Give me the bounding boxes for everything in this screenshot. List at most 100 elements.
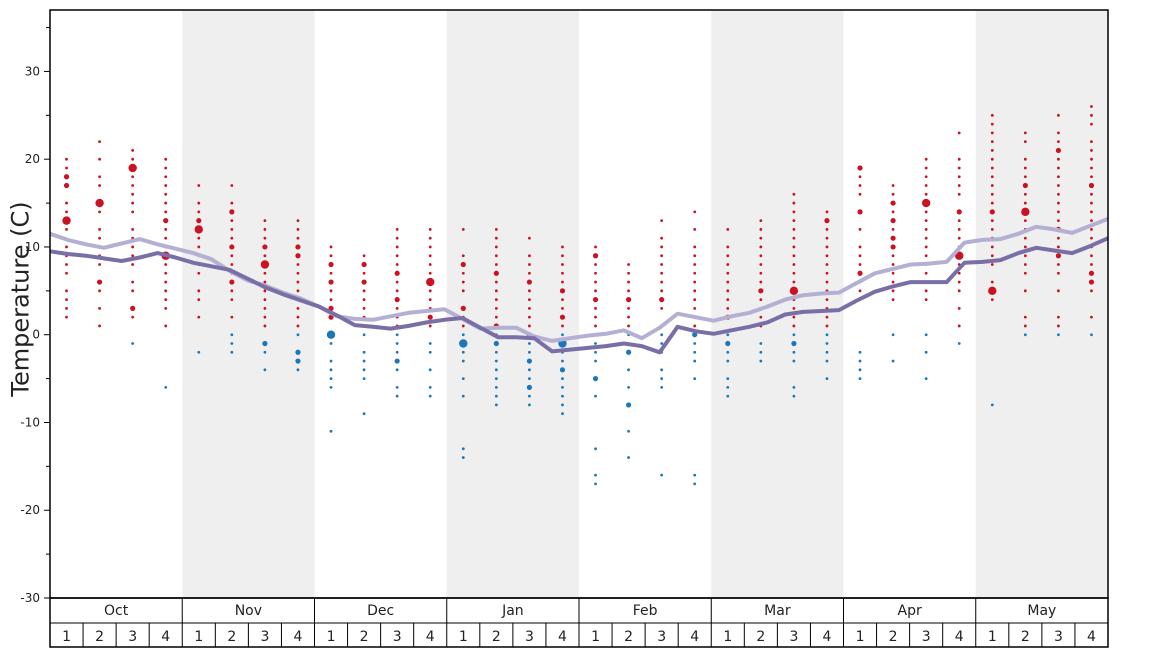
- temperature-point: [924, 236, 928, 240]
- temperature-point: [1090, 166, 1093, 170]
- temperature-point: [65, 298, 68, 302]
- week-label: 3: [922, 629, 931, 645]
- temperature-point: [131, 289, 135, 293]
- temperature-point: [561, 245, 564, 249]
- temperature-point: [1090, 254, 1093, 258]
- temperature-point: [1057, 201, 1060, 205]
- month-label: Oct: [104, 603, 129, 619]
- y-tick-label: -10: [20, 415, 40, 429]
- temperature-point: [296, 368, 300, 372]
- temperature-point: [726, 359, 730, 363]
- temperature-point: [858, 192, 862, 196]
- temperature-point: [230, 298, 234, 302]
- temperature-point: [164, 271, 168, 275]
- temperature-point: [362, 412, 366, 416]
- temperature-point: [164, 324, 168, 328]
- temperature-point: [759, 254, 763, 258]
- week-label: 3: [657, 629, 666, 645]
- temperature-point: [1023, 131, 1027, 135]
- temperature-point: [594, 271, 597, 275]
- temperature-point: [295, 253, 301, 259]
- week-label: 3: [393, 629, 402, 645]
- temperature-point: [263, 315, 267, 319]
- temperature-point: [561, 263, 564, 266]
- temperature-point: [627, 263, 630, 266]
- temperature-point: [660, 342, 664, 345]
- temperature-point: [1088, 182, 1095, 189]
- temperature-point: [131, 157, 135, 161]
- week-label: 2: [492, 629, 501, 645]
- temperature-point: [459, 339, 468, 348]
- month-band-jan: [446, 10, 579, 598]
- temperature-point: [924, 333, 928, 337]
- week-label: 1: [327, 629, 336, 645]
- temperature-point: [230, 350, 234, 354]
- temperature-point: [990, 219, 994, 223]
- temperature-point: [858, 184, 862, 187]
- temperature-point: [1021, 207, 1030, 217]
- temperature-point: [759, 298, 763, 302]
- temperature-point: [890, 218, 896, 224]
- temperature-point: [660, 219, 664, 223]
- week-label: 3: [128, 629, 137, 645]
- temperature-point: [494, 306, 498, 310]
- temperature-point: [1057, 184, 1060, 187]
- temperature-point: [295, 244, 301, 250]
- temperature-point: [957, 192, 961, 196]
- temperature-point: [461, 254, 465, 258]
- week-label: 4: [690, 629, 699, 645]
- temperature-point: [594, 473, 597, 477]
- temperature-point: [759, 245, 763, 249]
- temperature-point: [131, 315, 135, 319]
- temperature-point: [858, 254, 862, 258]
- temperature-point: [395, 385, 399, 389]
- temperature-point: [395, 333, 399, 337]
- temperature-point: [990, 201, 994, 205]
- temperature-point: [164, 157, 168, 161]
- temperature-point: [627, 271, 630, 275]
- temperature-point: [329, 377, 333, 380]
- temperature-point: [328, 279, 334, 285]
- temperature-point: [857, 165, 863, 171]
- temperature-point: [989, 209, 995, 215]
- temperature-point: [825, 350, 829, 354]
- temperature-point: [891, 333, 895, 337]
- temperature-point: [825, 359, 829, 363]
- temperature-point: [230, 228, 234, 231]
- temperature-point: [561, 412, 564, 416]
- temperature-point: [394, 297, 400, 303]
- temperature-point: [957, 342, 961, 345]
- temperature-point: [1090, 192, 1093, 196]
- temperature-point: [625, 402, 632, 408]
- temperature-point: [1057, 113, 1060, 117]
- temperature-point: [395, 236, 399, 240]
- temperature-point: [627, 306, 630, 310]
- temperature-point: [726, 271, 730, 275]
- week-label: 2: [360, 629, 369, 645]
- temperature-point: [164, 184, 168, 187]
- temperature-point: [627, 429, 630, 433]
- temperature-point: [494, 394, 498, 398]
- temperature-point: [428, 254, 432, 258]
- temperature-point: [528, 298, 531, 302]
- temperature-point: [726, 350, 730, 354]
- temperature-point: [394, 358, 400, 364]
- temperature-point: [660, 236, 664, 240]
- temperature-point: [164, 201, 168, 205]
- temperature-point: [1023, 175, 1027, 179]
- temperature-point: [660, 289, 664, 293]
- week-label: 4: [294, 629, 303, 645]
- temperature-point: [197, 184, 201, 187]
- temperature-point: [594, 394, 597, 398]
- temperature-point: [561, 271, 564, 275]
- temperature-point: [858, 377, 862, 380]
- temperature-point: [791, 340, 797, 347]
- temperature-point: [924, 271, 928, 275]
- temperature-point: [924, 175, 928, 179]
- temperature-point: [759, 280, 763, 284]
- temperature-point: [990, 175, 994, 179]
- temperature-point: [825, 333, 829, 337]
- temperature-point: [792, 228, 796, 231]
- temperature-point: [990, 192, 994, 196]
- week-label: 4: [426, 629, 435, 645]
